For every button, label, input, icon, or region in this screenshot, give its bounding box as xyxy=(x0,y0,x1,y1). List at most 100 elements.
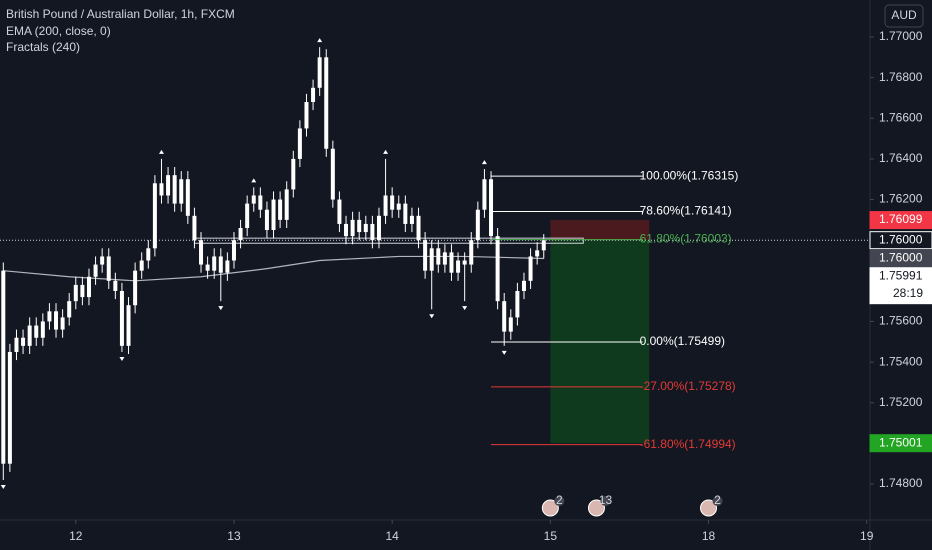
event-badge xyxy=(554,496,565,506)
fractal-up xyxy=(251,178,257,183)
candle-body xyxy=(475,209,480,241)
fractal-down xyxy=(462,306,468,311)
candle-body xyxy=(541,240,546,251)
candle-body xyxy=(258,195,263,210)
candle-body xyxy=(423,240,428,271)
candle-body xyxy=(1,270,6,464)
ema-line xyxy=(3,255,544,282)
candle-body xyxy=(238,227,243,241)
candle-body xyxy=(67,301,72,318)
candle-body xyxy=(179,179,184,204)
y-tick-label: 1.74800 xyxy=(879,476,923,490)
candle-body xyxy=(159,183,164,196)
y-tick-label: 1.75200 xyxy=(879,395,923,409)
fib-label: -27.00%(1.75278) xyxy=(640,379,736,393)
event-icon xyxy=(700,499,718,517)
candle-body xyxy=(396,203,401,210)
candle-body xyxy=(192,215,197,241)
candle-body xyxy=(304,102,309,129)
y-tick-label: 1.76600 xyxy=(879,110,923,124)
fib-label: 78.60%(1.76141) xyxy=(640,204,732,218)
event-badge xyxy=(600,496,611,506)
fib-label: 100.00%(1.76315) xyxy=(640,168,739,182)
x-tick-label: 13 xyxy=(227,529,241,543)
price-tag-label: 1.76000 xyxy=(879,232,923,246)
candle-body xyxy=(251,195,256,204)
candle-body xyxy=(383,195,388,216)
candle-body xyxy=(489,179,494,237)
candle-body xyxy=(21,337,26,346)
candle-body xyxy=(93,264,98,277)
candle-body xyxy=(376,215,381,241)
candle-body xyxy=(278,199,283,220)
candle-body xyxy=(199,240,204,265)
candle-body xyxy=(429,248,434,271)
candle-body xyxy=(113,280,118,291)
y-tick-label: 1.76400 xyxy=(879,151,923,165)
candle-body xyxy=(502,301,507,332)
candle-body xyxy=(60,317,65,330)
candle-body xyxy=(528,256,533,281)
y-tick-label: 1.76800 xyxy=(879,70,923,84)
event-count: 2 xyxy=(714,493,721,507)
candle-body xyxy=(47,311,52,322)
candle-body xyxy=(119,290,124,346)
price-tag-label: 1.75991 xyxy=(879,268,923,282)
candle-body xyxy=(284,189,289,220)
candle-body xyxy=(100,256,105,265)
fractal-down xyxy=(119,356,125,361)
candle-body xyxy=(357,219,362,233)
candle-body xyxy=(535,250,540,257)
candle-body xyxy=(403,203,408,224)
candle-body xyxy=(390,195,395,210)
candle-body xyxy=(416,215,421,241)
x-tick-label: 19 xyxy=(860,529,874,543)
candle-body xyxy=(495,236,500,302)
currency-button[interactable] xyxy=(884,4,924,28)
event-count: 13 xyxy=(599,493,613,507)
candle-body xyxy=(205,264,210,271)
event-icon xyxy=(587,499,605,517)
candle-body xyxy=(225,260,230,273)
candle-body xyxy=(324,57,329,149)
fractal-down xyxy=(501,350,507,355)
candle-body xyxy=(462,260,467,265)
candle-body xyxy=(449,252,454,273)
fractal-up xyxy=(317,38,323,43)
indicator-label: Fractals (240) xyxy=(6,40,80,54)
candle-body xyxy=(218,256,223,273)
currency-label[interactable]: AUD xyxy=(891,8,917,22)
candle-body xyxy=(271,199,276,231)
price-tag xyxy=(869,249,932,268)
x-tick-label: 14 xyxy=(385,529,399,543)
countdown: 28:19 xyxy=(893,286,923,300)
indicator-label: EMA (200, close, 0) xyxy=(6,24,111,38)
candle-body xyxy=(231,240,236,261)
candle-body xyxy=(7,351,12,464)
candle-body xyxy=(442,252,447,265)
candle-body xyxy=(14,337,19,352)
stop-zone xyxy=(550,220,650,241)
candle-body xyxy=(80,284,85,298)
candle-body xyxy=(469,240,474,265)
candle-body xyxy=(317,57,322,88)
candle-body xyxy=(508,317,513,332)
candle-body xyxy=(370,223,375,241)
y-tick-label: 1.77000 xyxy=(879,29,923,43)
x-tick-label: 12 xyxy=(69,529,83,543)
candle-body xyxy=(133,270,138,306)
event-count: 2 xyxy=(556,493,563,507)
candle-body xyxy=(409,215,414,224)
fractal-up xyxy=(158,149,164,154)
candle-body xyxy=(146,248,151,261)
candle-body xyxy=(515,290,520,318)
fractal-down xyxy=(429,314,435,319)
candle-body xyxy=(152,183,157,249)
x-tick-label: 18 xyxy=(702,529,716,543)
candle-body xyxy=(106,256,111,281)
candle-body xyxy=(86,276,91,298)
candle-body xyxy=(344,223,349,237)
price-tag-label: 1.76099 xyxy=(879,212,923,226)
fractal-up xyxy=(481,160,487,165)
